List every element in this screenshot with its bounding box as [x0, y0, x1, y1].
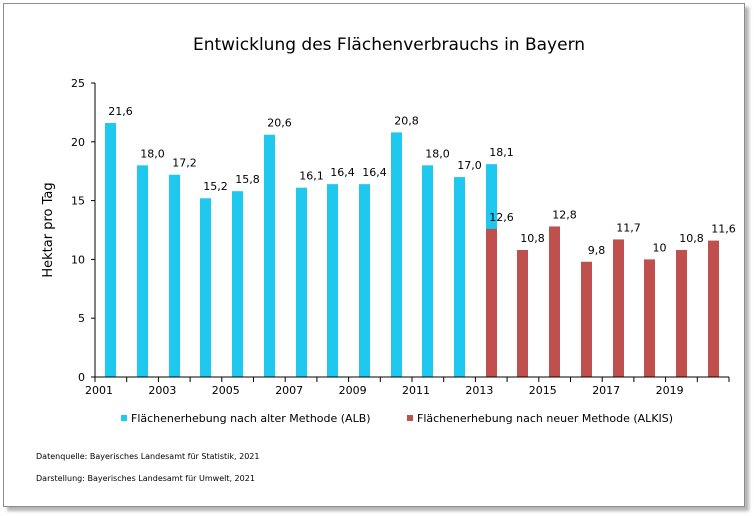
data-label: 10,8 [679, 232, 704, 245]
data-label: 20,6 [267, 117, 292, 130]
bar-alb-2011 [422, 165, 433, 377]
legend-label-alkis: Flächenerhebung nach neuer Methode (ALKI… [417, 412, 673, 425]
data-label: 16,1 [299, 170, 324, 183]
data-label: 17,0 [457, 159, 482, 172]
data-label: 21,6 [108, 105, 133, 118]
data-label: 17,2 [172, 157, 197, 170]
x-tick-label: 2017 [592, 384, 620, 397]
bar-alb-2010 [391, 132, 402, 377]
x-tick-label: 2005 [212, 384, 240, 397]
x-tick-label: 2007 [275, 384, 303, 397]
x-tick-label: 2003 [148, 384, 176, 397]
data-label: 15,8 [235, 173, 260, 186]
source-note: Datenquelle: Bayerisches Landesamt für S… [36, 452, 260, 461]
chart-frame: Entwicklung des Flächenverbrauchs in Bay… [3, 3, 745, 507]
bar-alkis-2017 [613, 239, 624, 377]
chart-title: Entwicklung des Flächenverbrauchs in Bay… [193, 35, 585, 55]
data-label: 16,4 [330, 166, 355, 179]
bar-alb-2005 [232, 191, 243, 377]
creator-note: Darstellung: Bayerisches Landesamt für U… [36, 474, 255, 483]
bar-alb-2002 [137, 165, 148, 377]
data-label: 9,8 [588, 244, 606, 257]
bar-alkis-2018 [644, 259, 655, 377]
x-tick-label: 2011 [402, 384, 430, 397]
bar-alb-2007 [296, 187, 307, 377]
x-tick-label: 2015 [529, 384, 557, 397]
data-label: 18,0 [425, 147, 450, 160]
bar-alkis-2016 [581, 261, 592, 377]
y-tick-label: 15 [71, 195, 85, 208]
bar-alkis-2019 [676, 249, 687, 377]
data-label: 20,8 [394, 114, 419, 127]
bar-alb-2003 [169, 174, 180, 377]
legend-marker-alkis [407, 415, 413, 421]
data-label: 10,8 [520, 232, 545, 245]
data-label: 10 [653, 241, 667, 254]
bar-alb-2004 [200, 198, 211, 377]
x-tick-label: 2013 [465, 384, 493, 397]
bar-alb-2001 [105, 122, 116, 377]
bar-alkis-2020 [708, 240, 719, 377]
legend-marker-alb [121, 415, 127, 421]
data-label: 16,4 [362, 166, 387, 179]
bar-alkis-2014 [517, 249, 528, 377]
data-label: 15,2 [203, 180, 228, 193]
data-label: 11,6 [711, 223, 736, 236]
y-tick-label: 10 [71, 253, 85, 266]
bar-alkis-2015 [549, 226, 560, 377]
bar-alb-2012 [454, 177, 465, 377]
bar-alkis-2013 [486, 228, 497, 377]
x-tick-label: 2019 [656, 384, 684, 397]
data-label: 12,8 [552, 208, 577, 221]
bar-chart: Entwicklung des Flächenverbrauchs in Bay… [41, 35, 736, 425]
y-axis-label: Hektar pro Tag [41, 182, 56, 277]
y-tick-label: 5 [78, 312, 85, 325]
x-tick-label: 2009 [339, 384, 367, 397]
data-label: 18,0 [140, 147, 165, 160]
data-label: 12,6 [489, 211, 514, 224]
data-label: 18,1 [489, 146, 514, 159]
y-tick-label: 20 [71, 136, 85, 149]
x-tick-label: 2001 [85, 384, 113, 397]
bar-alb-2009 [359, 184, 370, 377]
data-label: 11,7 [616, 221, 641, 234]
y-tick-label: 0 [78, 371, 85, 384]
legend-label-alb: Flächenerhebung nach alter Methode (ALB) [131, 412, 371, 425]
bar-alb-2008 [327, 184, 338, 377]
bar-alb-2006 [264, 134, 275, 377]
y-tick-label: 25 [71, 77, 85, 90]
